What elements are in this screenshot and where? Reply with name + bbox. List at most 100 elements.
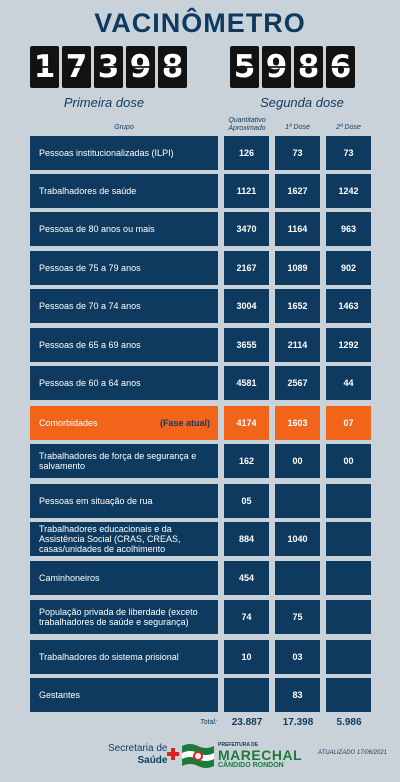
group-name-cell: Pessoas de 60 a 64 anos <box>30 366 218 400</box>
table-row: Pessoas de 65 a 69 anos 3655 2114 1292 <box>30 328 371 362</box>
quantity-cell: 05 <box>224 484 269 518</box>
dose1-cell: 1040 <box>275 522 320 556</box>
table-row: População privada de liberdade (exceto t… <box>30 600 371 634</box>
first-dose-counter: 1 7 3 9 8 <box>30 46 187 88</box>
secretaria-line2: Saúde <box>137 755 168 766</box>
dose2-cell <box>326 678 371 712</box>
quantity-cell: 2167 <box>224 251 269 285</box>
group-name-cell: Pessoas de 65 a 69 anos <box>30 328 218 362</box>
dose2-cell: 44 <box>326 366 371 400</box>
dose1-cell: 1627 <box>275 174 320 208</box>
table-row: Pessoas de 80 anos ou mais 3470 1164 963 <box>30 212 371 246</box>
health-cross-icon <box>167 748 179 760</box>
table-row: Pessoas de 60 a 64 anos 4581 2567 44 <box>30 366 371 400</box>
prefeitura-sub: CÂNDIDO RONDON <box>218 762 284 769</box>
group-name: Pessoas de 60 a 64 anos <box>39 378 141 388</box>
prefeitura-big: MARECHAL <box>218 747 303 763</box>
quantity-column-header: Quantitativo Aproximado <box>228 117 266 132</box>
table-row: Pessoas institucionalizadas (ILPI) 126 73 7… <box>30 136 371 170</box>
counter-digit: 7 <box>62 46 91 88</box>
secretaria-logo: Secretaria de Saúde <box>108 743 167 767</box>
table-row: Trabalhadores de força de segurança e sa… <box>30 444 371 478</box>
group-name-cell: Trabalhadores de saúde <box>30 174 218 208</box>
dose2-cell <box>326 484 371 518</box>
group-name: Pessoas institucionalizadas (ILPI) <box>39 148 174 158</box>
dose1-cell: 00 <box>275 444 320 478</box>
quantity-cell: 3004 <box>224 289 269 323</box>
page-title: VACINÔMETRO <box>94 8 306 38</box>
counter-digit: 6 <box>326 46 355 88</box>
group-name-cell: Caminhoneiros <box>30 561 218 595</box>
group-column-header: Grupo <box>114 124 134 131</box>
group-name-cell: Trabalhadores de força de segurança e sa… <box>30 444 218 478</box>
group-name: Comorbidades <box>39 418 98 428</box>
dose2-cell: 00 <box>326 444 371 478</box>
secretaria-line1: Secretaria de <box>108 743 168 754</box>
table-row: Pessoas de 70 a 74 anos 3004 1652 1463 <box>30 289 371 323</box>
group-name-cell: Pessoas de 75 a 79 anos <box>30 251 218 285</box>
counter-digit: 5 <box>230 46 259 88</box>
table-row: Pessoas de 75 a 79 anos 2167 1089 902 <box>30 251 371 285</box>
quantity-cell: 1121 <box>224 174 269 208</box>
dose2-cell: 1242 <box>326 174 371 208</box>
group-name: Trabalhadores de saúde <box>39 186 137 196</box>
group-name: Trabalhadores do sistema prisional <box>39 652 179 662</box>
counter-digit: 8 <box>158 46 187 88</box>
quantity-cell: 74 <box>224 600 269 634</box>
table-row: Gestantes 83 <box>30 678 371 712</box>
dose2-cell: 963 <box>326 212 371 246</box>
table-row: Comorbidades (Fase atual) 4174 1603 07 <box>30 406 371 440</box>
dose2-cell <box>326 600 371 634</box>
group-name: Pessoas de 65 a 69 anos <box>39 340 141 350</box>
dose2-cell: 1292 <box>326 328 371 362</box>
group-name-cell: Pessoas de 80 anos ou mais <box>30 212 218 246</box>
counter-digit: 9 <box>126 46 155 88</box>
quantity-cell: 884 <box>224 522 269 556</box>
dose2-cell <box>326 522 371 556</box>
quantity-cell: 454 <box>224 561 269 595</box>
group-name-cell: Trabalhadores educacionais e da Assistên… <box>30 522 218 556</box>
group-name: Pessoas de 80 anos ou mais <box>39 224 155 234</box>
dose1-cell: 1164 <box>275 212 320 246</box>
group-name: Pessoas em situação de rua <box>39 496 153 506</box>
counter-digit: 8 <box>294 46 323 88</box>
quantity-cell: 4174 <box>224 406 269 440</box>
dose1-cell: 1603 <box>275 406 320 440</box>
dose2-cell: 73 <box>326 136 371 170</box>
table-row: Trabalhadores de saúde 1121 1627 1242 <box>30 174 371 208</box>
total-dose2: 5.986 <box>336 717 362 728</box>
dose1-cell: 1652 <box>275 289 320 323</box>
group-name: Pessoas de 70 a 74 anos <box>39 301 141 311</box>
dose1-cell: 2567 <box>275 366 320 400</box>
quantity-cell: 126 <box>224 136 269 170</box>
total-dose1: 17.398 <box>282 717 314 728</box>
dose1-cell: 83 <box>275 678 320 712</box>
dose1-cell: 2114 <box>275 328 320 362</box>
group-name: Gestantes <box>39 690 81 700</box>
group-name-cell: Gestantes <box>30 678 218 712</box>
dose2-column-header: 2ª Dose <box>336 124 361 131</box>
dose2-cell: 1463 <box>326 289 371 323</box>
dose2-cell <box>326 640 371 674</box>
dose1-cell <box>275 561 320 595</box>
group-name: Trabalhadores educacionais e da Assistên… <box>39 524 181 554</box>
dose2-cell <box>326 561 371 595</box>
dose1-cell <box>275 484 320 518</box>
group-name-cell: Pessoas institucionalizadas (ILPI) <box>30 136 218 170</box>
first-dose-label: Primeira dose <box>63 95 145 110</box>
counter-digit: 3 <box>94 46 123 88</box>
second-dose-label: Segunda dose <box>260 95 344 110</box>
group-name-cell: Comorbidades (Fase atual) <box>30 406 218 440</box>
dose1-column-header: 1ª Dose <box>285 124 310 131</box>
dose1-cell: 75 <box>275 600 320 634</box>
second-dose-counter: 5 9 8 6 <box>230 46 355 88</box>
quantity-cell: 4581 <box>224 366 269 400</box>
group-name: População privada de liberdade (exceto t… <box>39 607 198 627</box>
quantity-cell: 3470 <box>224 212 269 246</box>
group-name-cell: População privada de liberdade (exceto t… <box>30 600 218 634</box>
group-name: Pessoas de 75 a 79 anos <box>39 263 141 273</box>
current-phase-tag: (Fase atual) <box>159 418 210 428</box>
footer: Secretaria de Saúde PREFEITURA DE MARECH… <box>0 738 400 782</box>
table-row: Caminhoneiros 454 <box>30 561 371 595</box>
prefeitura-logo: PREFEITURA DE MARECHAL CÂNDIDO RONDON <box>218 742 302 770</box>
